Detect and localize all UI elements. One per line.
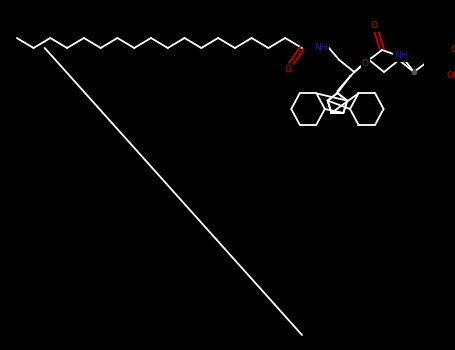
Text: NH: NH xyxy=(314,43,328,52)
Text: O: O xyxy=(450,44,455,54)
Text: O: O xyxy=(370,21,377,30)
Text: O: O xyxy=(362,60,369,69)
Text: OH: OH xyxy=(446,70,455,79)
Text: NH: NH xyxy=(394,51,408,61)
Text: O: O xyxy=(284,64,292,74)
